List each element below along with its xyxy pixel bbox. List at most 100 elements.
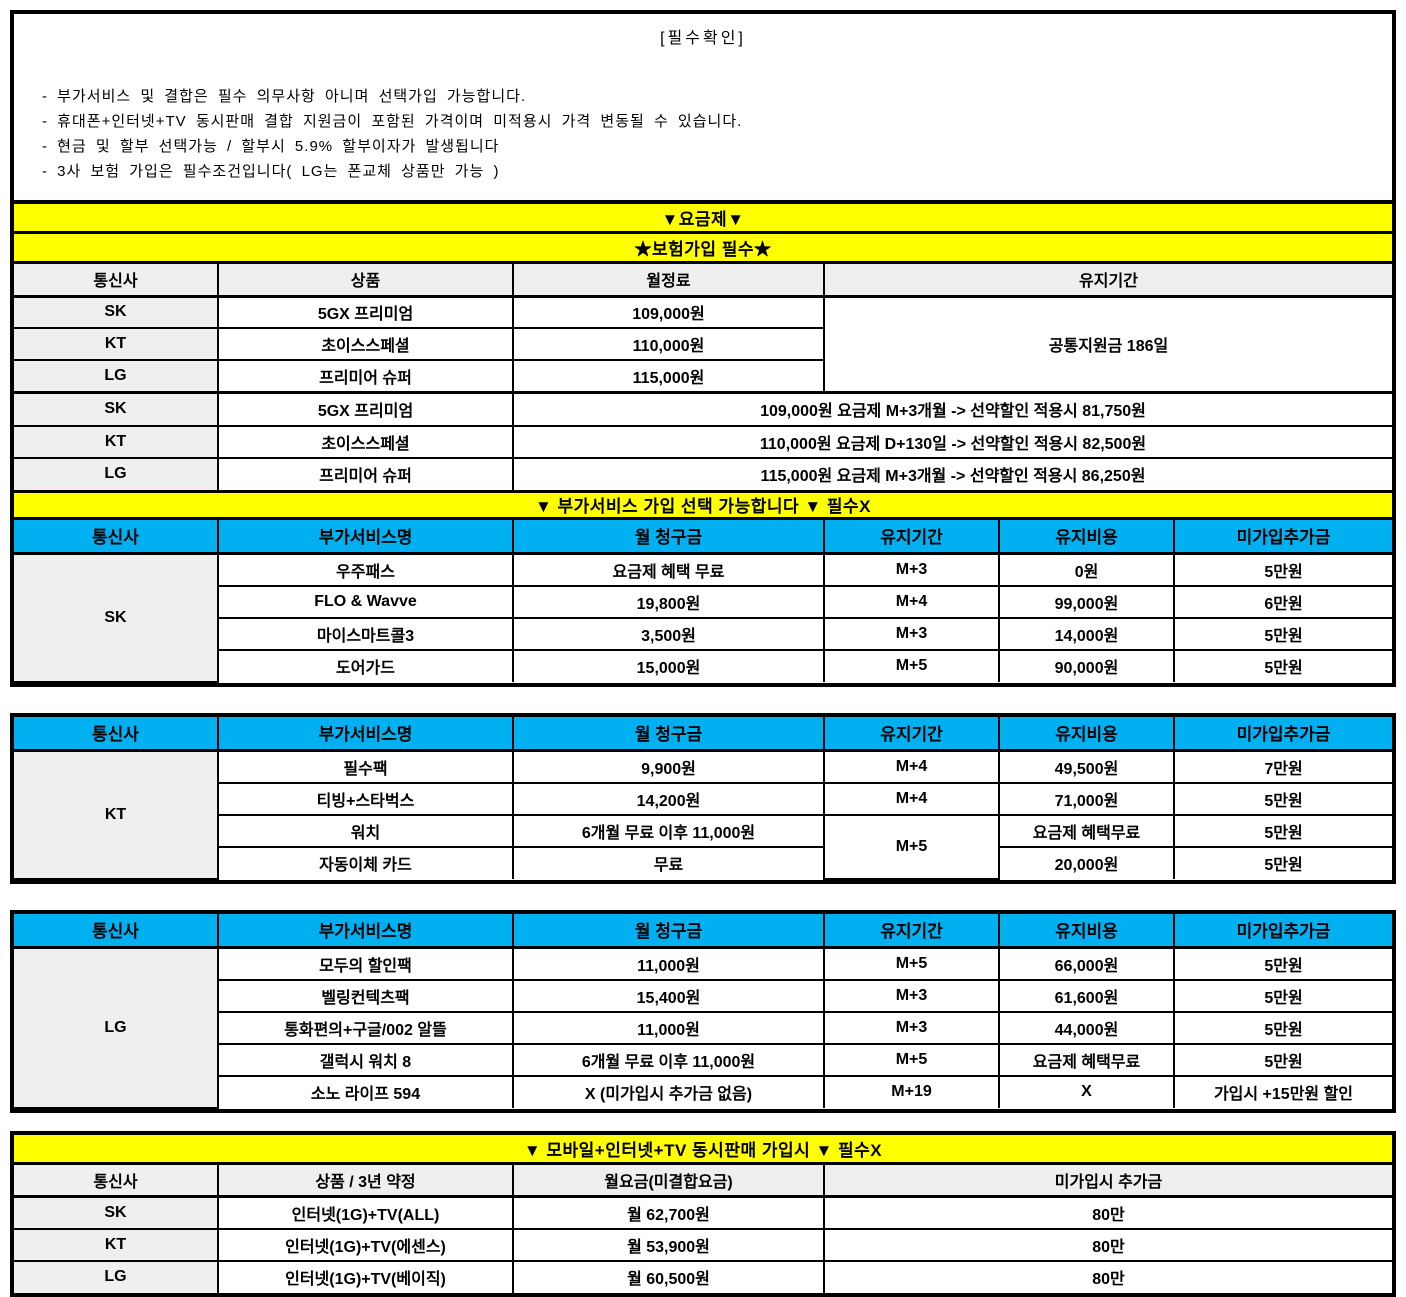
col-header-carrier: 통신사: [14, 716, 219, 752]
table-row: 티빙+스타벅스 14,200원 M+4 71,000원 5만원: [14, 781, 1392, 816]
col-header-carrier: 통신사: [14, 264, 219, 298]
table-row: 소노 라이프 594 X (미가입시 추가금 없음) M+19 X 가입시 +1…: [14, 1074, 1392, 1108]
extra-cell: 80만: [823, 1195, 1392, 1230]
extra-cell: 7만원: [1173, 749, 1392, 784]
period-cell: M+5: [823, 946, 1000, 981]
extra-cell: 5만원: [1173, 1042, 1392, 1077]
col-header-charge: 월 청구금: [512, 716, 825, 752]
col-header-charge: 월 청구금: [512, 519, 825, 555]
table-row: FLO & Wavve 19,800원 M+4 99,000원 6만원: [14, 584, 1392, 619]
extra-cell: 5만원: [1173, 978, 1392, 1013]
product-cell: 초이스스페셜: [217, 424, 514, 459]
col-header-product: 상품 / 3년 약정: [217, 1164, 514, 1198]
table-header-row: 통신사 부가서비스명 월 청구금 유지기간 유지비용 미가입추가금: [14, 913, 1392, 949]
extra-cell: 5만원: [1173, 845, 1392, 879]
addon-name-cell: 모두의 할인팩: [217, 946, 514, 981]
col-header-cost: 유지비용: [998, 913, 1175, 949]
period-cell: M+3: [823, 616, 1000, 651]
cost-cell: 99,000원: [998, 584, 1175, 619]
cost-cell: 61,600원: [998, 978, 1175, 1013]
extra-cell: 80만: [823, 1227, 1392, 1262]
fee-cell: 월 62,700원: [512, 1195, 825, 1230]
period-cell: M+5: [823, 648, 1000, 682]
table-row: LG 모두의 할인팩 11,000원 M+5 66,000원 5만원: [14, 946, 1392, 1109]
charge-cell: 11,000원: [512, 946, 825, 981]
extra-cell: 가입시 +15만원 할인: [1173, 1074, 1392, 1108]
table-row: KT 필수팩 9,900원 M+4 49,500원 7만원: [14, 749, 1392, 880]
addon-name-cell: 도어가드: [218, 648, 514, 682]
note-line: - 현금 및 할부 선택가능 / 할부시 5.9% 할부이자가 발생됩니다: [42, 138, 500, 155]
charge-cell: 15,000원: [512, 648, 825, 682]
table-header-row: 통신사 상품 / 3년 약정 월요금(미결합요금) 미가입시 추가금: [14, 1164, 1392, 1198]
col-header-period: 유지기간: [823, 519, 1000, 555]
col-header-addon-name: 부가서비스명: [217, 519, 514, 555]
product-cell: 프리미어 슈퍼: [217, 456, 514, 490]
kt-addon-table: 통신사 부가서비스명 월 청구금 유지기간 유지비용 미가입추가금 KT 필수팩…: [14, 716, 1392, 880]
rate-discount-table: SK 5GX 프리미엄 109,000원 요금제 M+3개월 -> 선약할인 적…: [14, 393, 1392, 490]
product-cell: 인터넷(1G)+TV(베이직): [217, 1259, 514, 1293]
table-row: LG 프리미어 슈퍼 115,000원 요금제 M+3개월 -> 선약할인 적용…: [14, 456, 1392, 490]
table-row: 통화편의+구글/002 알뜰 11,000원 M+3 44,000원 5만원: [14, 1010, 1392, 1045]
col-header-period: 유지기간: [823, 264, 1392, 298]
discount-detail-cell: 115,000원 요금제 M+3개월 -> 선약할인 적용시 86,250원: [512, 456, 1392, 490]
banner-insurance-required: ★보험가입 필수★: [14, 234, 1392, 264]
rate-plan-table: 통신사 상품 월정료 유지기간 SK 5GX 프리미엄 109,000원 공통지…: [14, 264, 1392, 394]
addon-name-cell: 마이스마트콜3: [218, 616, 514, 651]
addon-name-cell: 벨링컨텍츠팩: [218, 978, 514, 1013]
col-header-extra: 미가입추가금: [1173, 913, 1392, 949]
banner-rate-plan: ▼요금제▼: [14, 204, 1392, 234]
charge-cell: 9,900원: [512, 749, 825, 784]
addon-name-cell: 통화편의+구글/002 알뜰: [218, 1010, 514, 1045]
extra-cell: 5만원: [1173, 946, 1392, 981]
fee-cell: 109,000원: [512, 295, 825, 329]
product-cell: 인터넷(1G)+TV(에센스): [217, 1227, 514, 1262]
addon-name-cell: 자동이체 카드: [218, 845, 514, 879]
table-row: 벨링컨텍츠팩 15,400원 M+3 61,600원 5만원: [14, 978, 1392, 1013]
bundle-table: 통신사 상품 / 3년 약정 월요금(미결합요금) 미가입시 추가금 SK 인터…: [14, 1164, 1392, 1293]
period-cell: M+3: [823, 552, 1000, 587]
table-row: SK 5GX 프리미엄 109,000원 공통지원금 186일: [14, 295, 1392, 393]
lg-addon-table: 통신사 부가서비스명 월 청구금 유지기간 유지비용 미가입추가금 LG 모두의…: [14, 913, 1392, 1109]
extra-cell: 6만원: [1173, 584, 1392, 619]
fee-cell: 월 53,900원: [512, 1227, 825, 1262]
table-row: SK 5GX 프리미엄 109,000원 요금제 M+3개월 -> 선약할인 적…: [14, 393, 1392, 427]
product-cell: 프리미어 슈퍼: [217, 359, 514, 392]
carrier-cell: KT: [14, 749, 219, 880]
col-header-fee: 월요금(미결합요금): [512, 1164, 825, 1198]
discount-detail-cell: 109,000원 요금제 M+3개월 -> 선약할인 적용시 81,750원: [512, 393, 1392, 427]
col-header-fee: 월정료: [512, 264, 825, 298]
banner-addon-optional: ▼ 부가서비스 가입 선택 가능합니다 ▼ 필수X: [14, 489, 1392, 520]
col-header-extra: 미가입추가금: [1173, 716, 1392, 752]
addon-name-cell: FLO & Wavve: [218, 584, 514, 619]
extra-cell: 5만원: [1173, 552, 1392, 587]
table-row: 자동이체 카드 무료 20,000원 5만원: [14, 845, 1392, 879]
col-header-carrier: 통신사: [14, 1164, 219, 1198]
table-row: LG 인터넷(1G)+TV(베이직) 월 60,500원 80만: [14, 1259, 1392, 1293]
discount-detail-cell: 110,000원 요금제 D+130일 -> 선약할인 적용시 82,500원: [512, 424, 1392, 459]
table-row: 워치 6개월 무료 이후 11,000원 M+5 요금제 혜택무료 5만원: [14, 813, 1392, 880]
table-row: 갤럭시 워치 8 6개월 무료 이후 11,000원 M+5 요금제 혜택무료 …: [14, 1042, 1392, 1077]
col-header-cost: 유지비용: [998, 716, 1175, 752]
col-header-extra: 미가입시 추가금: [823, 1164, 1392, 1198]
col-header-addon-name: 부가서비스명: [217, 913, 514, 949]
product-cell: 인터넷(1G)+TV(ALL): [217, 1195, 514, 1230]
cost-cell: 44,000원: [998, 1010, 1175, 1045]
page-title: [필수확인]: [660, 30, 746, 47]
carrier-cell: LG: [14, 946, 219, 1109]
addon-name-cell: 갤럭시 워치 8: [218, 1042, 514, 1077]
sk-addon-table: 통신사 부가서비스명 월 청구금 유지기간 유지비용 미가입추가금 SK 우주패…: [14, 519, 1392, 683]
cost-cell: 14,000원: [998, 616, 1175, 651]
addon-name-cell: 워치: [218, 813, 514, 848]
table-row: 마이스마트콜3 3,500원 M+3 14,000원 5만원: [14, 616, 1392, 651]
note-line: - 휴대폰+인터넷+TV 동시판매 결합 지원금이 포함된 가격이며 미적용시 …: [42, 113, 743, 130]
period-cell: M+4: [823, 749, 1000, 784]
extra-cell: 5만원: [1173, 1010, 1392, 1045]
table-row: LG 프리미어 슈퍼 115,000원: [14, 359, 1392, 392]
col-header-product: 상품: [217, 264, 514, 298]
charge-cell: 6개월 무료 이후 11,000원: [512, 1042, 825, 1077]
cost-cell: 20,000원: [998, 845, 1175, 879]
note-line: - 부가서비스 및 결합은 필수 의무사항 아니며 선택가입 가능합니다.: [42, 88, 527, 105]
cost-cell: 66,000원: [998, 946, 1175, 981]
carrier-cell: SK: [14, 393, 219, 427]
carrier-cell: KT: [14, 424, 219, 459]
